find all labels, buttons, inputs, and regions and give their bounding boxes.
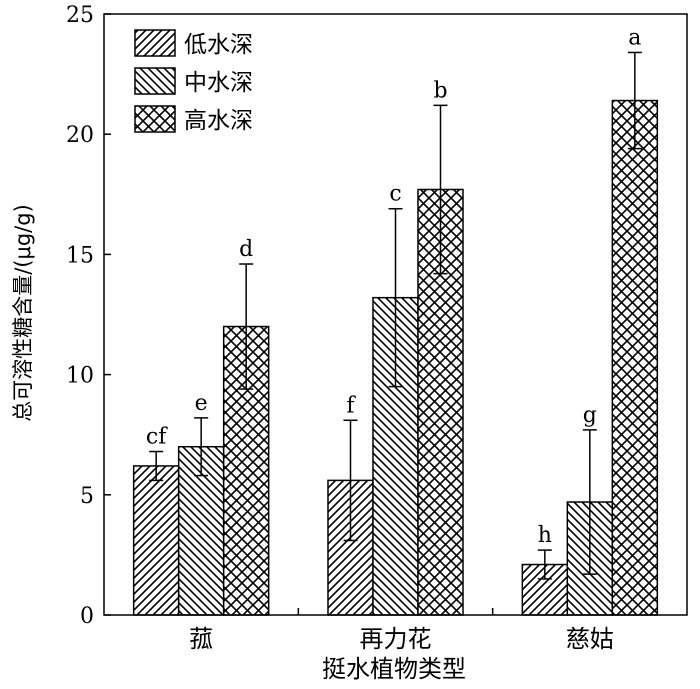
y-tick-label: 25 (66, 3, 94, 28)
significance-letter: h (538, 523, 552, 548)
significance-letter: d (239, 237, 253, 262)
y-tick-label: 20 (66, 123, 94, 148)
legend-swatch (134, 29, 176, 57)
significance-letter: f (346, 393, 356, 418)
error-bar (149, 450, 164, 482)
x-axis-label: 挺水植物类型 (322, 655, 466, 683)
bar (132, 465, 180, 616)
y-tick-label: 15 (66, 243, 94, 268)
legend-label: 低水深 (184, 32, 253, 58)
error-bar (582, 429, 597, 575)
legend-swatch (134, 105, 176, 133)
significance-letters-layer: cf f h e c g d b a (146, 25, 641, 548)
y-tick-label: 0 (80, 604, 94, 629)
y-tick-label: 5 (80, 484, 94, 509)
legend-label: 中水深 (184, 70, 253, 96)
error-bar (433, 104, 448, 275)
x-tick-label: 慈姑 (566, 625, 614, 653)
plot-frame (103, 13, 688, 616)
error-bar (388, 207, 403, 388)
significance-letter: e (195, 391, 208, 416)
x-tick-label: 再力花 (360, 625, 432, 653)
error-bar (537, 549, 552, 580)
y-tick-label: 10 (66, 364, 94, 389)
significance-letter: a (628, 25, 641, 50)
error-bars-layer (149, 51, 642, 580)
error-bar (194, 417, 209, 477)
error-bar (627, 51, 642, 150)
x-tick-label: 菰 (189, 625, 213, 653)
error-bar (343, 419, 358, 542)
significance-letter: c (389, 182, 401, 207)
bar (611, 99, 659, 616)
legend-swatch (134, 67, 176, 95)
x-axis: 菰 再力花 慈姑 (189, 608, 614, 653)
significance-letter: b (433, 78, 447, 103)
legend-label: 高水深 (184, 108, 253, 134)
error-bar (239, 263, 254, 390)
y-axis-label: 总可溶性糖含量/(μg/g) (11, 204, 35, 422)
significance-letter: cf (146, 425, 168, 450)
significance-letter: g (583, 403, 597, 428)
y-axis: 0 5 10 15 20 25 (66, 3, 111, 629)
